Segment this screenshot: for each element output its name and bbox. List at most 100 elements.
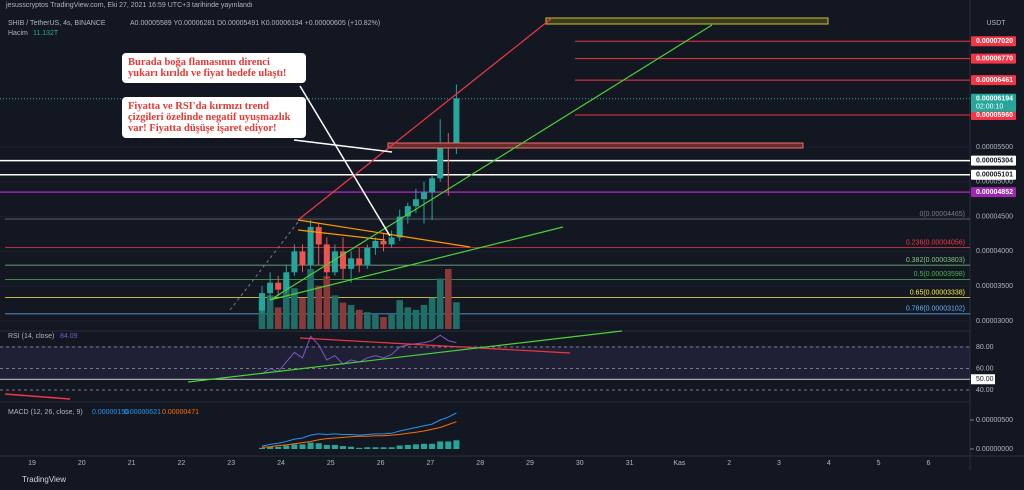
candle-body — [307, 227, 314, 266]
macd-hist-bar — [445, 441, 452, 449]
volume-bar — [453, 302, 460, 329]
volume-bar — [420, 305, 428, 329]
candle-body — [323, 244, 330, 273]
volume-bar — [299, 297, 306, 329]
price-marker-label: 0.00004852 — [976, 189, 1013, 196]
macd-hist-bar — [380, 447, 387, 449]
candle-body — [275, 282, 282, 290]
macd-tick-label: 0.00000500 — [976, 417, 1013, 424]
candle-body — [372, 240, 379, 248]
annotation: Fiyatta ve RSI'da kırmızı trend çizgiler… — [122, 97, 306, 138]
volume-bar — [372, 314, 379, 329]
volume-label: Hacim — [8, 30, 28, 37]
date-label: 21 — [128, 460, 136, 467]
macd-hist-value: 0.00000150 — [92, 409, 129, 416]
candle-body — [315, 227, 322, 245]
price-marker-label: 0.00006461 — [976, 77, 1013, 84]
date-label: 22 — [178, 460, 186, 467]
macd-hist-bar — [372, 447, 379, 449]
macd-hist-bar — [396, 445, 403, 449]
rsi-label: RSI (14, close) — [8, 333, 54, 340]
price-marker — [971, 36, 1016, 47]
macd-hist-bar — [340, 446, 346, 449]
date-label: 31 — [626, 460, 634, 467]
rsi-tick-label: 50.00 — [976, 376, 994, 383]
price-marker — [971, 75, 1016, 86]
date-label: 3 — [777, 460, 781, 467]
target-box — [545, 17, 829, 25]
fib-label: 0.5(0.00003598) — [914, 271, 965, 278]
rsi-band — [0, 346, 970, 378]
macd-hist-bar — [283, 445, 290, 449]
volume-bar — [396, 300, 403, 329]
date-label: 30 — [576, 460, 584, 467]
countdown: 02:00:10 — [976, 104, 1003, 111]
macd-hist-bar — [453, 440, 460, 449]
date-label: 23 — [227, 460, 235, 467]
date-label: 24 — [277, 460, 285, 467]
macd-hist-bar — [388, 447, 395, 449]
price-marker — [971, 155, 1016, 166]
macd-hist-bar — [437, 441, 444, 449]
price-tick-label: 0.00005000 — [976, 179, 1013, 186]
date-label: 20 — [78, 460, 86, 467]
current-price-label: 0.00006194 — [976, 96, 1013, 103]
ohlc: A0.00005589 Y0.00006281 D0.00005491 K0.0… — [130, 20, 380, 27]
macd-hist-bar — [412, 444, 419, 449]
price-marker — [971, 187, 1016, 198]
volume-value: 11.132T — [33, 30, 59, 37]
volume-bar — [347, 305, 355, 329]
macd-hist-bar — [364, 447, 371, 449]
macd-hist-bar — [404, 444, 411, 449]
price-tick-label: 0.00004000 — [976, 248, 1013, 255]
rsi-trend-line — [4, 393, 71, 400]
price-marker-label: 0.00007020 — [976, 38, 1013, 45]
macd-signal-value: 0.00000471 — [162, 409, 199, 416]
volume-bar — [428, 297, 436, 329]
date-label: 19 — [28, 460, 36, 467]
price-marker — [971, 169, 1016, 180]
candle-body — [453, 98, 460, 147]
macd-tick-label: 0.00000000 — [976, 446, 1013, 453]
callout-arrow — [299, 85, 391, 237]
volume-bar — [323, 276, 331, 329]
macd-line — [261, 412, 457, 447]
price-marker — [971, 53, 1016, 64]
volume-bar — [283, 281, 290, 329]
price-marker — [971, 109, 1016, 120]
macd-hist-bar — [331, 444, 338, 449]
macd-hist-bar — [315, 443, 322, 449]
date-label: 29 — [526, 460, 534, 467]
price-tick-label: 0.00005500 — [976, 144, 1013, 151]
date-label: 5 — [877, 460, 881, 467]
candle-body — [340, 251, 346, 269]
date-label: 4 — [827, 460, 831, 467]
price-marker-label: 0.00005304 — [976, 157, 1013, 164]
date-label: 28 — [476, 460, 484, 467]
currency: USDT — [986, 20, 1006, 27]
candle-body — [429, 178, 436, 193]
volume-bar — [436, 278, 444, 329]
resistance-box — [387, 142, 804, 149]
candle-body — [380, 240, 387, 245]
price-tick-label: 0.00004500 — [976, 213, 1013, 220]
drawings — [4, 17, 829, 400]
macd-hist-bar — [421, 443, 427, 449]
candle-body — [259, 293, 265, 311]
macd-hist-bar — [291, 444, 298, 449]
macd-hist-bar — [259, 447, 265, 449]
date-label: 26 — [377, 460, 385, 467]
brand: TradingView — [22, 475, 66, 484]
macd-hist-bar — [267, 446, 274, 449]
trend-line — [297, 17, 553, 221]
rsi-tick-label: 40.00 — [976, 387, 994, 394]
candle-body — [388, 237, 395, 245]
volume-bar — [331, 295, 339, 329]
volume-bar — [364, 312, 371, 329]
candle-body — [364, 247, 371, 266]
rsi-value: 84.09 — [60, 333, 78, 340]
trend-line — [269, 226, 564, 301]
macd-value: 0.00000621 — [124, 409, 161, 416]
